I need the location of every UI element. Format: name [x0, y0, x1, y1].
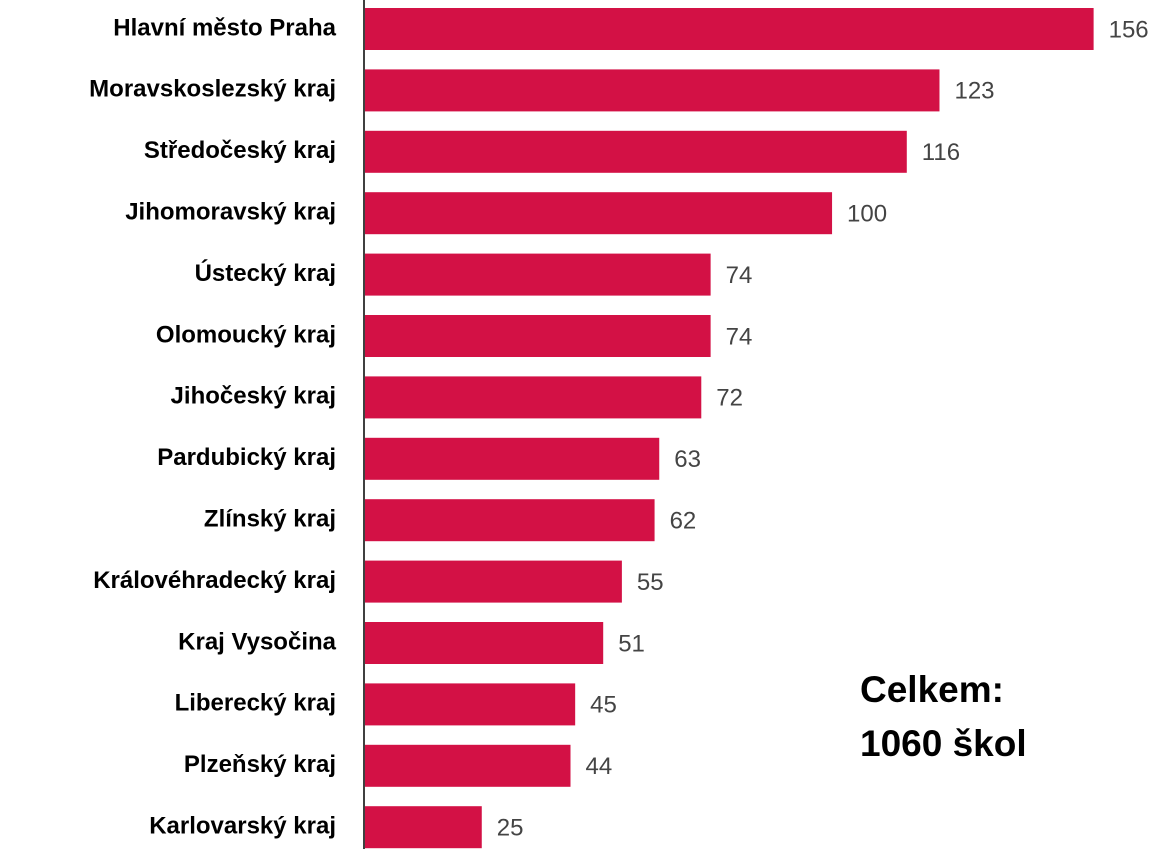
bar [365, 376, 702, 419]
category-label: Hlavní město Praha [113, 14, 336, 41]
category-label: Středočeský kraj [144, 137, 336, 164]
category-label: Karlovarský kraj [149, 813, 336, 840]
category-label: Kraj Vysočina [178, 628, 337, 655]
bar [365, 8, 1094, 50]
value-label: 116 [922, 139, 960, 166]
category-label: Ústecký kraj [195, 259, 336, 287]
category-label: Pardubický kraj [157, 444, 336, 471]
bar [365, 499, 655, 542]
value-label: 123 [954, 78, 994, 105]
annotation: 1060 škol [860, 723, 1027, 764]
bar [365, 315, 711, 357]
bar [365, 683, 576, 726]
bar [365, 622, 604, 664]
bar [365, 192, 833, 235]
category-label: Královéhradecký kraj [93, 567, 336, 594]
value-label: 25 [497, 815, 524, 842]
category-label: Moravskoslezský kraj [89, 76, 336, 103]
bar [365, 130, 907, 173]
value-label: 55 [637, 569, 664, 596]
category-label: Jihomoravský kraj [125, 199, 336, 226]
value-label: 74 [726, 323, 753, 350]
bar [365, 806, 482, 849]
value-label: 51 [618, 630, 645, 657]
category-label: Olomoucký kraj [156, 321, 336, 348]
annotation: Celkem: [860, 669, 1004, 710]
category-label: Jihočeský kraj [171, 383, 336, 410]
value-label: 156 [1109, 16, 1149, 43]
bar [365, 744, 571, 787]
category-label: Zlínský kraj [204, 506, 336, 533]
value-label: 100 [847, 201, 887, 228]
value-label: 44 [586, 753, 613, 780]
bar [365, 69, 940, 112]
bar [365, 560, 622, 603]
value-label: 62 [670, 508, 697, 535]
category-label: Plzeňský kraj [184, 751, 336, 778]
value-label: 63 [674, 446, 701, 473]
category-label: Liberecký kraj [175, 690, 336, 717]
value-label: 45 [590, 692, 617, 719]
bar [365, 437, 660, 480]
value-label: 74 [726, 262, 753, 289]
bar [365, 253, 711, 296]
value-label: 72 [716, 385, 743, 412]
